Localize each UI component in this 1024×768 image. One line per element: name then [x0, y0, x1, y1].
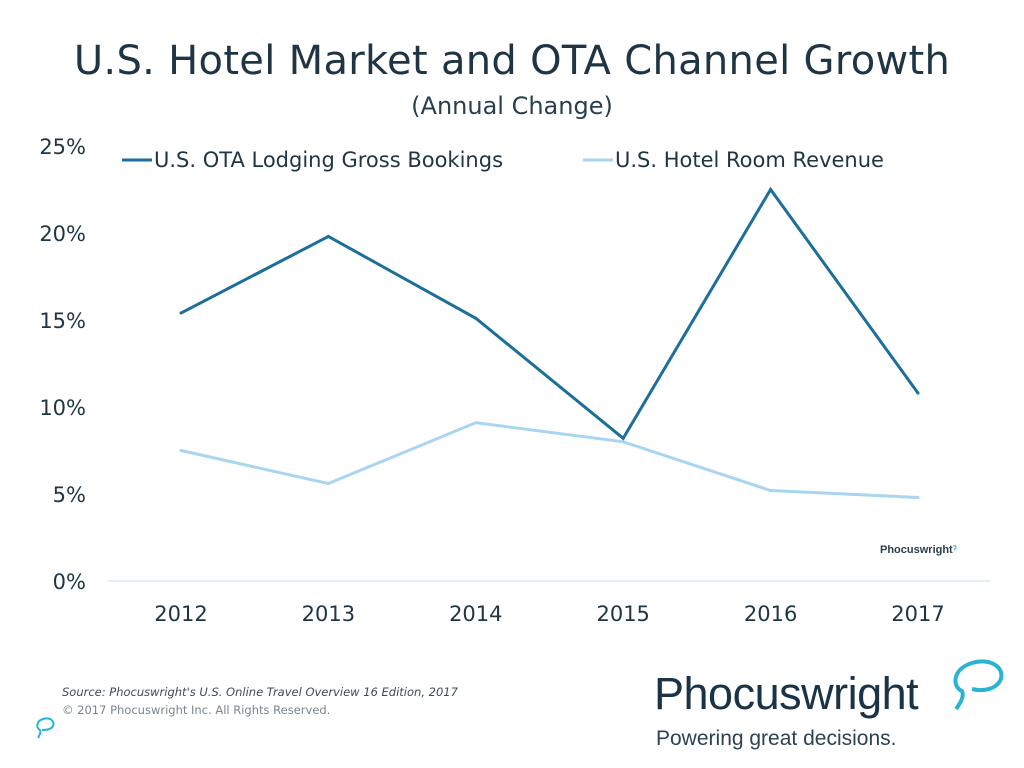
- series-line-0: [180, 186, 920, 441]
- x-tick-label: 2014: [449, 602, 502, 626]
- data-point: [474, 421, 478, 425]
- brand-logo: Phocuswright: [654, 668, 919, 719]
- y-tick-label: 5%: [53, 483, 86, 507]
- watermark-text: Phocuswright: [880, 544, 953, 556]
- chart-title: U.S. Hotel Market and OTA Channel Growth: [73, 38, 951, 84]
- source-note: Source: Phocuswright's U.S. Online Trave…: [62, 685, 458, 699]
- y-tick-label: 0%: [53, 570, 86, 594]
- speech-bubble-icon: [36, 717, 55, 739]
- logo-bubble-icon: [953, 659, 1004, 711]
- legend-label: U.S. Hotel Room Revenue: [615, 148, 884, 172]
- legend-label: U.S. OTA Lodging Gross Bookings: [154, 148, 503, 172]
- watermark: Phocuswrightˀ: [880, 544, 957, 556]
- data-point: [621, 440, 625, 444]
- data-point: [769, 188, 773, 191]
- data-point: [916, 495, 920, 499]
- x-tick-label: 2016: [744, 602, 797, 626]
- data-point: [621, 436, 625, 440]
- x-tick-label: 2012: [154, 602, 207, 626]
- y-tick-label: 25%: [39, 135, 86, 159]
- data-point: [769, 489, 773, 493]
- data-point: [179, 449, 183, 452]
- y-tick-label: 10%: [39, 396, 86, 420]
- series-line-1: [180, 421, 919, 499]
- speech-bubble-icon: ˀ: [952, 544, 957, 556]
- y-tick-label: 20%: [39, 222, 86, 246]
- data-point: [916, 391, 920, 395]
- data-point: [326, 234, 330, 238]
- data-point: [179, 311, 183, 315]
- x-tick-label: 2013: [302, 602, 355, 626]
- copyright-note: © 2017 Phocuswright Inc. All Rights Rese…: [62, 703, 331, 717]
- x-tick-label: 2017: [891, 602, 944, 626]
- x-tick-label: 2015: [596, 602, 649, 626]
- data-point: [474, 316, 478, 320]
- y-tick-label: 15%: [39, 309, 86, 333]
- chart-subtitle: (Annual Change): [411, 92, 613, 120]
- data-point: [326, 482, 330, 486]
- brand-tagline: Powering great decisions.: [656, 727, 897, 750]
